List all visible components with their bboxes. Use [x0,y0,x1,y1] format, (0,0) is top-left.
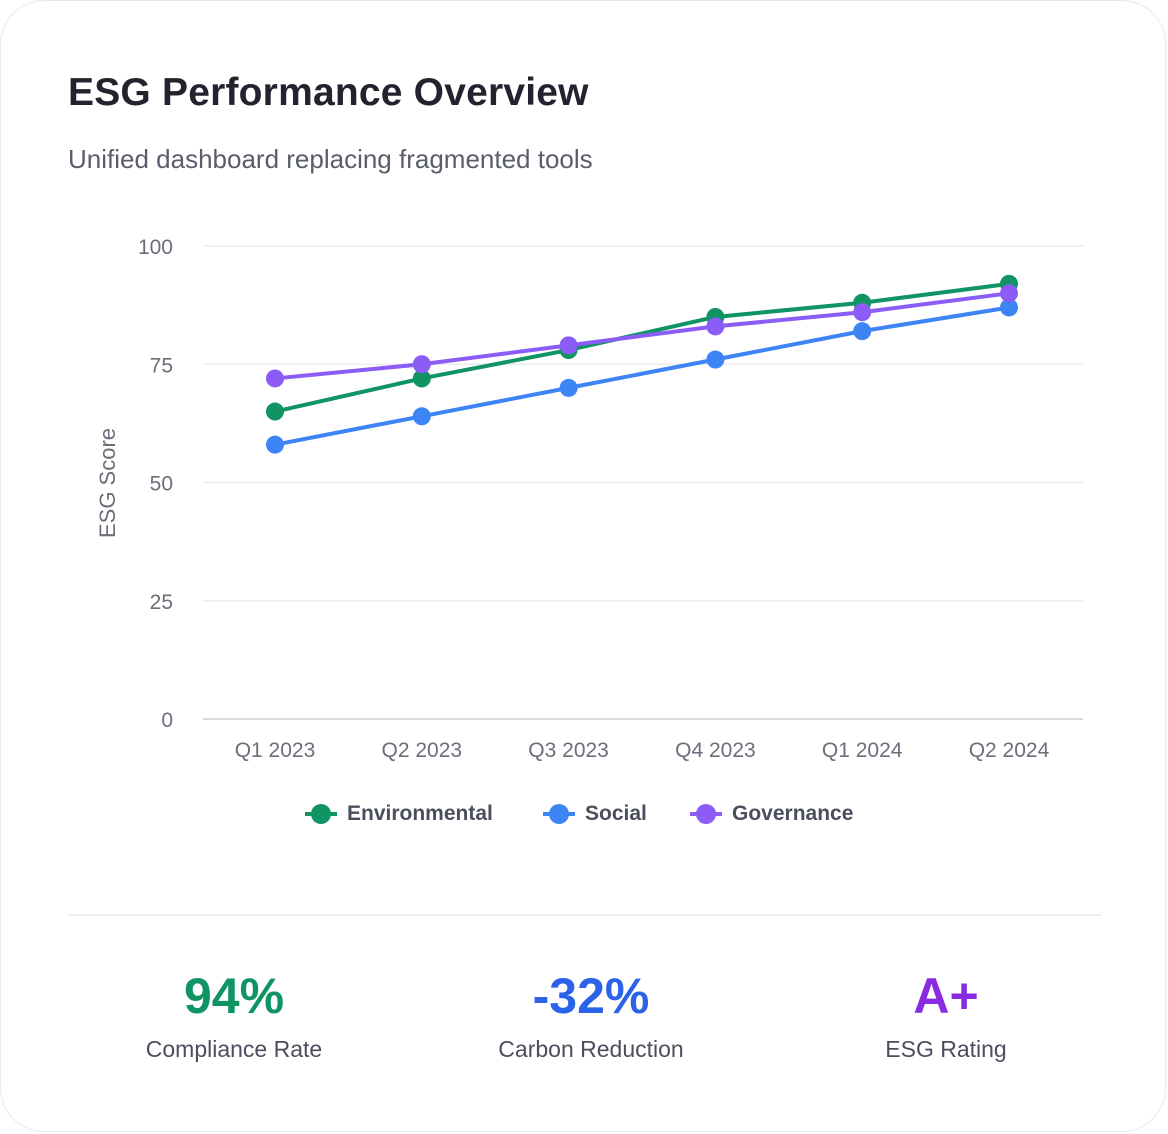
data-point-environmental [266,402,284,421]
data-point-social [559,378,578,397]
series-environmental [266,274,1018,421]
stat-label: ESG Rating [885,1036,1007,1062]
y-tick-label: 0 [161,709,173,732]
series-line-social [273,305,1011,447]
data-point-social [1000,298,1018,317]
series-line-governance [273,291,1011,381]
page-title: ESG Performance Overview [68,71,589,114]
x-tick-label: Q4 2023 [675,739,756,762]
series-social [266,298,1018,454]
x-tick-label: Q2 2024 [969,739,1050,762]
data-point-governance [706,317,725,336]
legend-item-social: Social [543,802,647,825]
x-tick-label: Q1 2024 [822,739,903,762]
data-point-governance [412,355,431,374]
stat-carbon-reduction: -32% Carbon Reduction [431,966,751,1063]
legend-label: Environmental [347,802,493,825]
data-point-governance [1000,284,1018,303]
stat-value: -32% [532,968,650,1024]
data-point-governance [853,303,872,322]
legend-item-governance: Governance [690,802,853,825]
data-point-social [266,435,284,454]
esg-line-chart: 0 25 50 75 100 ESG Score Q1 2023 Q2 2023 Q3 20… [95,236,1083,825]
stat-value: 94% [183,968,285,1024]
data-point-governance [266,369,284,388]
y-tick-label: 75 [150,354,173,377]
y-axis-ticks: 0 25 50 75 100 [138,236,173,732]
divider [68,914,1102,916]
x-tick-label: Q1 2023 [235,739,316,762]
chart-grid [203,245,1083,720]
y-tick-label: 50 [150,473,173,496]
page-subtitle: Unified dashboard replacing fragmented t… [68,144,593,174]
series-line-environmental [273,281,1011,414]
data-point-governance [559,336,578,355]
data-point-social [412,407,431,426]
legend-label: Governance [732,802,853,825]
chart-legend: Environmental Social Governance [305,802,853,825]
legend-item-environmental: Environmental [305,802,493,825]
data-point-environmental [412,369,431,388]
y-tick-label: 100 [138,236,173,259]
legend-label: Social [585,802,647,825]
y-tick-label: 25 [150,591,173,614]
stat-esg-rating: A+ ESG Rating [786,966,1106,1063]
series-governance [266,284,1018,388]
stat-label: Compliance Rate [145,1036,323,1062]
y-axis-label: ESG Score [95,428,120,538]
legend-marker [696,804,716,824]
chart-series [266,274,1018,454]
data-point-social [706,350,725,369]
stat-value: A+ [913,968,979,1024]
legend-marker [549,804,569,824]
legend-marker [311,804,331,824]
data-point-social [853,322,872,341]
stat-label: Carbon Reduction [498,1036,684,1062]
stat-compliance-rate: 94% Compliance Rate [74,966,394,1063]
x-tick-label: Q2 2023 [382,739,463,762]
x-axis-ticks: Q1 2023 Q2 2023 Q3 2023 Q4 2023 Q1 2024 Q2 20… [235,739,1050,762]
x-tick-label: Q3 2023 [528,739,609,762]
